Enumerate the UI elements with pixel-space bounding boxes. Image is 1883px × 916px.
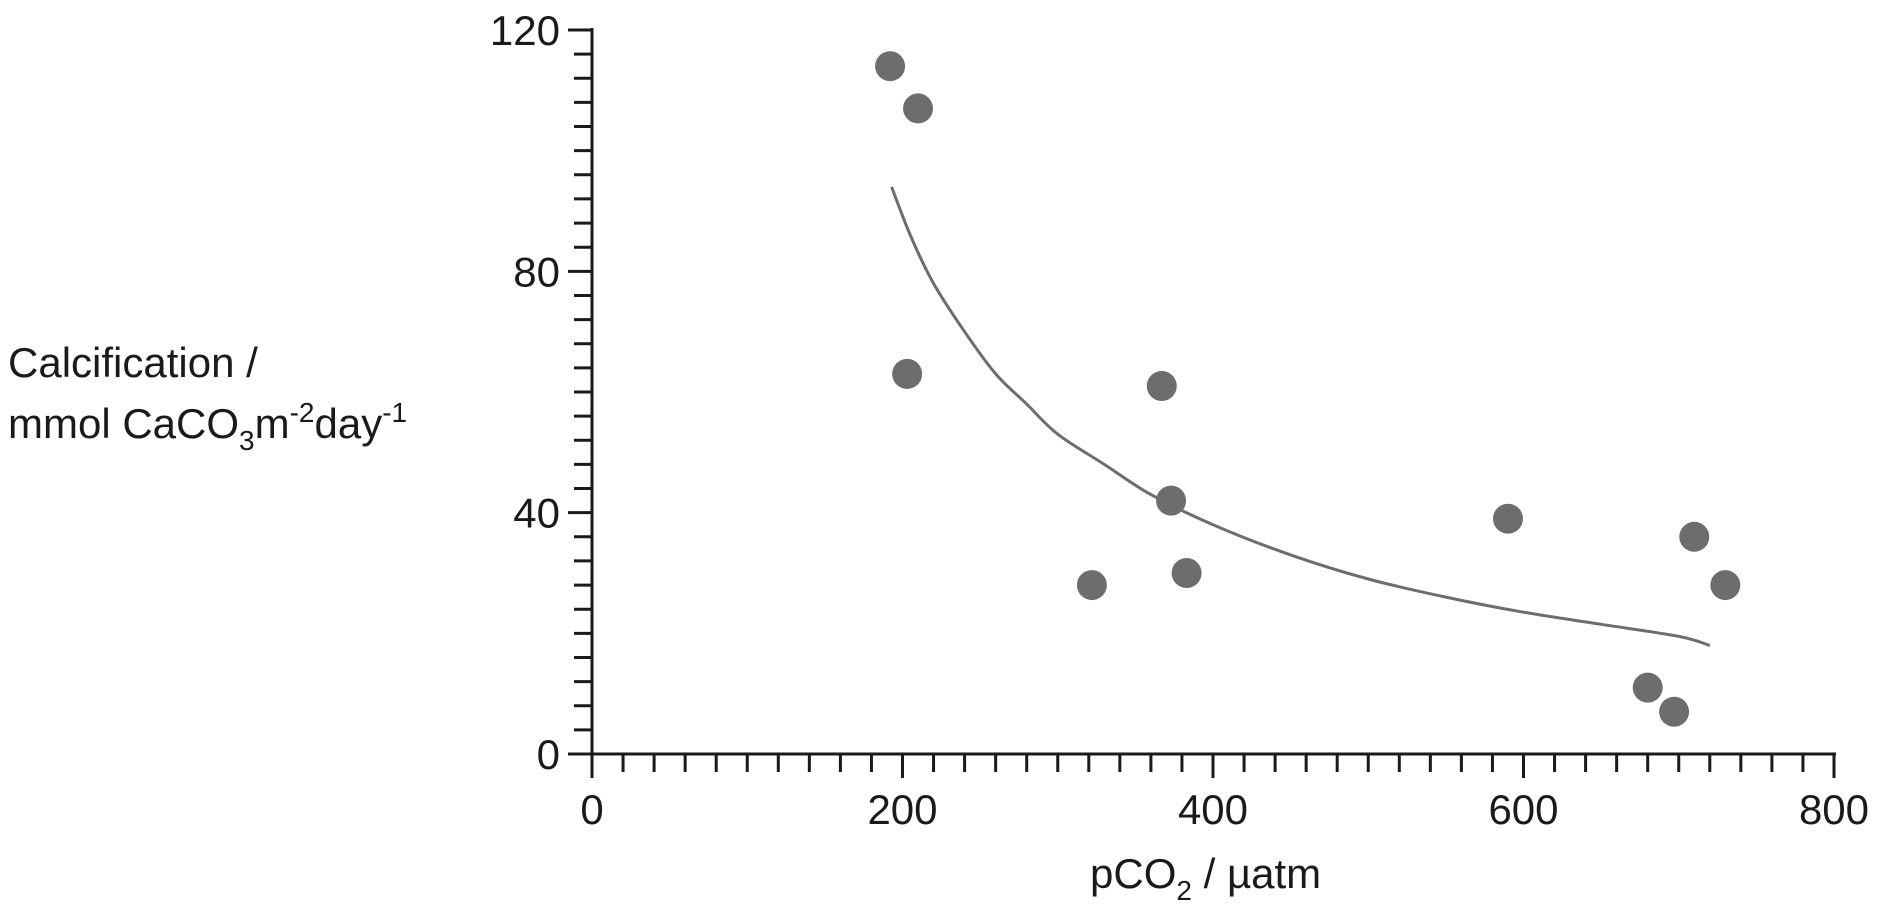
- x-axis-ticks: [590, 754, 1836, 778]
- y-tick-label: 0: [537, 731, 560, 778]
- y-axis-title-line1-text: Calcification /: [8, 339, 258, 386]
- x-tick-label: 0: [580, 786, 603, 833]
- data-point: [1710, 570, 1741, 601]
- data-point: [1146, 370, 1177, 401]
- y-tick-label: 80: [513, 248, 560, 295]
- data-point: [1171, 558, 1202, 588]
- x-axis-title-sub: 2: [1176, 875, 1192, 906]
- data-point: [1076, 570, 1107, 601]
- data-point: [903, 93, 934, 124]
- axes: [590, 28, 1836, 756]
- y-tick-label: 120: [490, 7, 560, 54]
- y-axis-title-mid2: day: [315, 400, 383, 447]
- y-axis-title-sup1: -2: [290, 397, 315, 428]
- data-point: [1659, 696, 1690, 727]
- x-axis-title: pCO2 / µatm: [1090, 850, 1321, 906]
- data-point: [892, 358, 923, 389]
- data-point: [1156, 485, 1187, 516]
- data-point: [875, 51, 906, 82]
- y-axis-title-line1: Calcification /: [8, 339, 258, 386]
- x-tick-label: 600: [1488, 786, 1558, 833]
- y-axis-title-line2: mmol CaCO3m-2day-1: [8, 397, 407, 456]
- x-tick-label: 800: [1799, 786, 1869, 833]
- data-points: [875, 51, 1741, 727]
- x-axis-tick-labels: 0 200 400 600 800: [580, 786, 1869, 833]
- x-tick-label: 400: [1178, 786, 1248, 833]
- data-point: [1492, 503, 1523, 534]
- y-axis-title-sup2: -1: [382, 397, 407, 428]
- y-axis-tick-labels: 0 40 80 120: [490, 7, 560, 778]
- y-axis-ticks: [568, 28, 592, 756]
- x-axis-title-main: pCO: [1090, 850, 1176, 897]
- x-tick-label: 200: [867, 786, 937, 833]
- y-axis-title-prefix: mmol CaCO: [8, 400, 239, 447]
- data-point: [1679, 521, 1710, 552]
- data-point: [1632, 672, 1663, 703]
- y-axis-title-sub: 3: [239, 425, 255, 456]
- fit-curve: [890, 186, 1711, 647]
- y-tick-label: 40: [513, 490, 560, 537]
- y-axis-title-mid1: m: [255, 400, 290, 447]
- x-axis-title-rest: / µatm: [1192, 850, 1321, 897]
